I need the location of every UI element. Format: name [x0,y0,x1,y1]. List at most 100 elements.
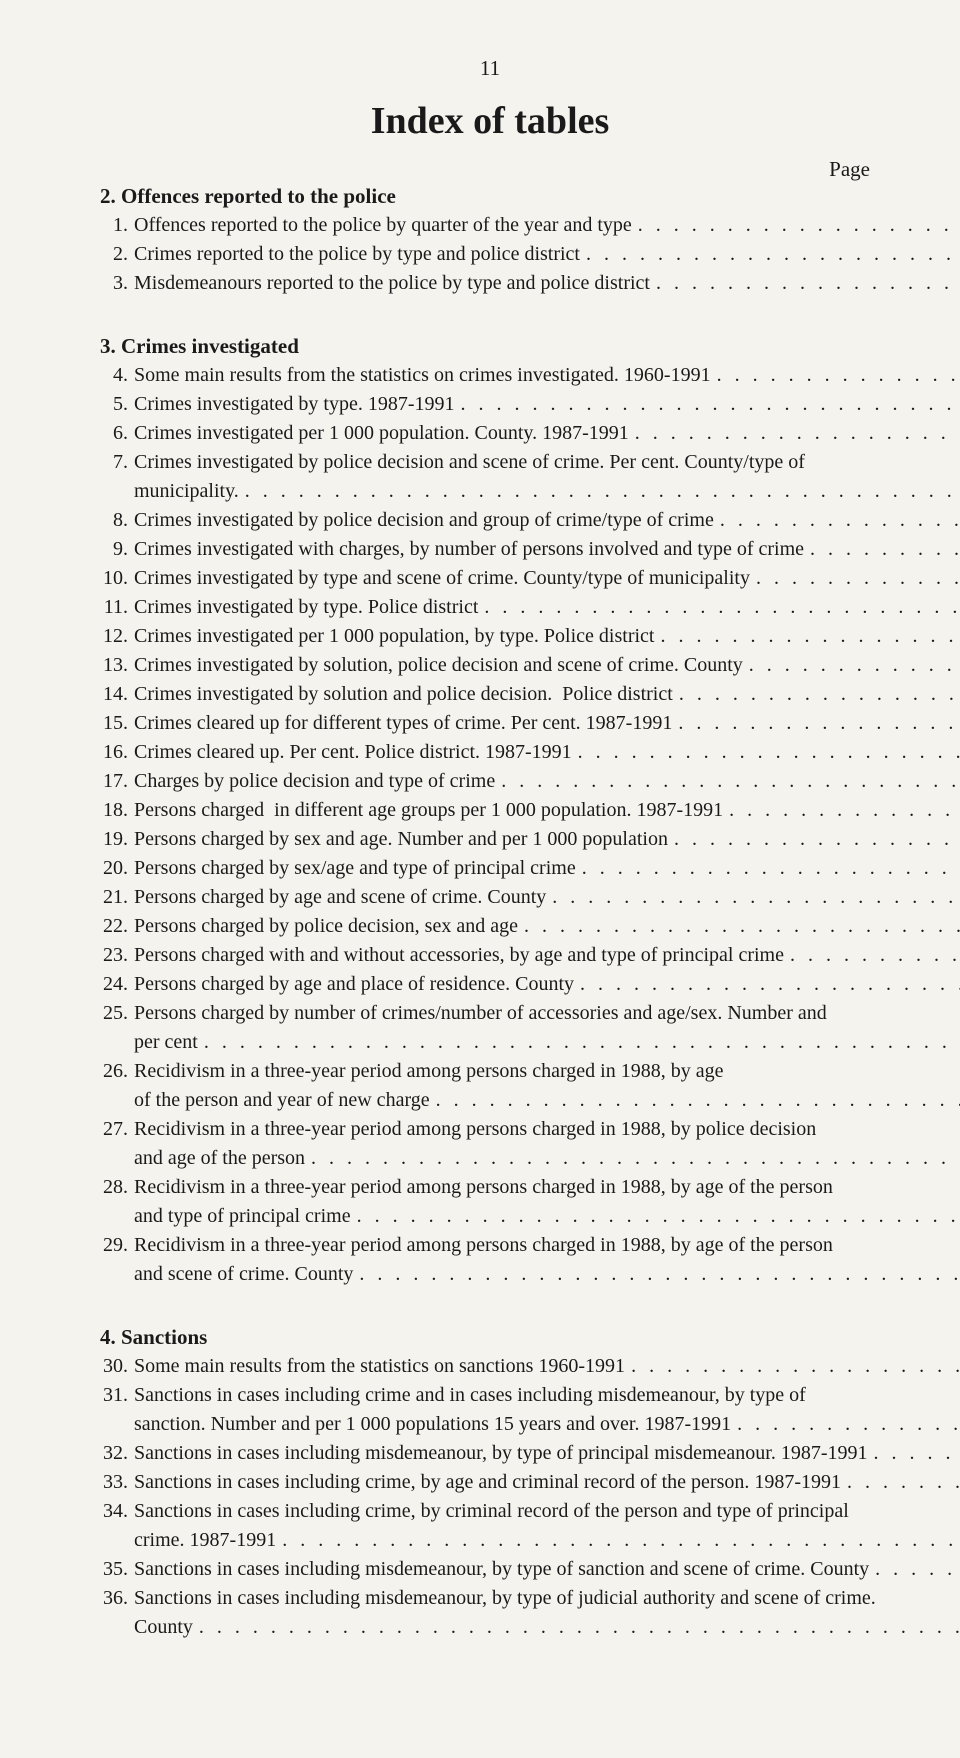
toc-entry: 26.Recidivism in a three-year period amo… [100,1057,880,1115]
dot-leaders: . . . . . . . . . . . . . . . . . . . . … [711,361,960,390]
toc-entry: 3.Misdemeanours reported to the police b… [100,269,880,298]
entry-body: Persons charged by age and scene of crim… [134,883,960,912]
entry-text: Crimes investigated per 1 000 population… [134,419,629,448]
dot-leaders: . . . . . . . . . . . . . . . . . . . . … [743,651,960,680]
entry-line: Crimes investigated by type and scene of… [134,564,960,593]
dot-leaders: . . . . . . . . . . . . . . . . . . . . … [650,269,960,298]
entry-text: crime. 1987-1991 [134,1526,276,1555]
entry-line: and age of the person. . . . . . . . . .… [134,1144,960,1173]
dot-leaders: . . . . . . . . . . . . . . . . . . . . … [841,1468,960,1497]
entry-line: Sanctions in cases including crime and i… [134,1381,960,1410]
entry-body: Persons charged by number of crimes/numb… [134,999,960,1057]
section-heading: 2. Offences reported to the police [100,184,880,209]
index-title: Index of tables [100,99,880,143]
entry-line: Persons charged with and without accesso… [134,941,960,970]
entry-number: 17. [100,767,134,796]
entry-body: Some main results from the statistics on… [134,361,960,390]
sections-container: 2. Offences reported to the police1.Offe… [100,184,880,1642]
dot-leaders: . . . . . . . . . . . . . . . . . . . . … [351,1202,960,1231]
entry-body: Offences reported to the police by quart… [134,211,960,240]
dot-leaders: . . . . . . . . . . . . . . . . . . . . … [654,622,960,651]
entry-line: Offences reported to the police by quart… [134,211,960,240]
section-heading: 3. Crimes investigated [100,334,880,359]
entry-number: 20. [100,854,134,883]
entry-text: Crimes reported to the police by type an… [134,240,580,269]
dot-leaders: . . . . . . . . . . . . . . . . . . . . … [353,1260,960,1289]
entry-body: Recidivism in a three-year period among … [134,1231,960,1289]
entry-line: Crimes investigated by type. Police dist… [134,593,960,622]
entry-body: Sanctions in cases including misdemeanou… [134,1439,960,1468]
entry-number: 14. [100,680,134,709]
entry-line: Crimes cleared up for different types of… [134,709,960,738]
section-heading: 4. Sanctions [100,1325,880,1350]
toc-entry: 22.Persons charged by police decision, s… [100,912,880,941]
entry-line: Crimes investigated per 1 000 population… [134,419,960,448]
dot-leaders: . . . . . . . . . . . . . . . . . . . . … [673,680,960,709]
toc-entry: 13.Crimes investigated by solution, poli… [100,651,880,680]
entry-number: 32. [100,1439,134,1468]
entry-number: 33. [100,1468,134,1497]
entry-text: Sanctions in cases including crime, by a… [134,1468,841,1497]
entry-text: Crimes investigated with charges, by num… [134,535,804,564]
entry-text: Sanctions in cases including crime and i… [134,1381,806,1410]
entry-number: 21. [100,883,134,912]
dot-leaders: . . . . . . . . . . . . . . . . . . . . … [430,1086,960,1115]
entry-number: 19. [100,825,134,854]
entry-text: and scene of crime. County [134,1260,353,1289]
toc-entry: 33.Sanctions in cases including crime, b… [100,1468,880,1497]
entry-text: Persons charged in different age groups … [134,796,723,825]
toc-entry: 25.Persons charged by number of crimes/n… [100,999,880,1057]
entry-number: 8. [100,506,134,535]
entry-line: municipality.. . . . . . . . . . . . . .… [134,477,960,506]
entry-body: Crimes investigated by type. 1987-1991. … [134,390,960,419]
entry-number: 35. [100,1555,134,1584]
entry-number: 12. [100,622,134,651]
entry-text: Crimes investigated by type and scene of… [134,564,750,593]
dot-leaders: . . . . . . . . . . . . . . . . . . . . … [672,709,960,738]
entry-text: Persons charged by number of crimes/numb… [134,999,827,1028]
entry-line: Persons charged by age and place of resi… [134,970,960,999]
entry-line: Crimes cleared up. Per cent. Police dist… [134,738,960,767]
dot-leaders: . . . . . . . . . . . . . . . . . . . . … [239,477,960,506]
toc-entry: 17.Charges by police decision and type o… [100,767,880,796]
dot-leaders: . . . . . . . . . . . . . . . . . . . . … [455,390,960,419]
entry-text: Crimes investigated by police decision a… [134,506,714,535]
dot-leaders: . . . . . . . . . . . . . . . . . . . . … [574,970,960,999]
dot-leaders: . . . . . . . . . . . . . . . . . . . . … [478,593,960,622]
entry-number: 10. [100,564,134,593]
dot-leaders: . . . . . . . . . . . . . . . . . . . . … [193,1613,960,1642]
toc-entry: 4.Some main results from the statistics … [100,361,880,390]
entry-line: Crimes investigated by type. 1987-1991. … [134,390,960,419]
entry-text: Sanctions in cases including misdemeanou… [134,1584,876,1613]
entry-text: Crimes investigated by type. 1987-1991 [134,390,455,419]
toc-entry: 2.Crimes reported to the police by type … [100,240,880,269]
entry-line: Persons charged by sex/age and type of p… [134,854,960,883]
entry-body: Crimes investigated by solution, police … [134,651,960,680]
entry-line: Sanctions in cases including misdemeanou… [134,1555,960,1584]
toc-entry: 35.Sanctions in cases including misdemea… [100,1555,880,1584]
entry-text: municipality. [134,477,239,506]
entry-body: Crimes investigated by police decision a… [134,506,960,535]
entry-text: and type of principal crime [134,1202,351,1231]
entry-text: Charges by police decision and type of c… [134,767,495,796]
toc-entry: 10.Crimes investigated by type and scene… [100,564,880,593]
entry-number: 36. [100,1584,134,1613]
entry-body: Charges by police decision and type of c… [134,767,960,796]
dot-leaders: . . . . . . . . . . . . . . . . . . . . … [632,211,960,240]
section-block: 3. Crimes investigated4.Some main result… [100,334,880,1289]
dot-leaders: . . . . . . . . . . . . . . . . . . . . … [305,1144,960,1173]
dot-leaders: . . . . . . . . . . . . . . . . . . . . … [198,1028,960,1057]
entry-text: Persons charged by age and scene of crim… [134,883,546,912]
entry-body: Crimes cleared up. Per cent. Police dist… [134,738,960,767]
toc-entry: 24.Persons charged by age and place of r… [100,970,880,999]
entry-line: Recidivism in a three-year period among … [134,1057,960,1086]
toc-entry: 16.Crimes cleared up. Per cent. Police d… [100,738,880,767]
entry-body: Recidivism in a three-year period among … [134,1057,960,1115]
toc-entry: 19.Persons charged by sex and age. Numbe… [100,825,880,854]
toc-entry: 7.Crimes investigated by police decision… [100,448,880,506]
entry-number: 24. [100,970,134,999]
entry-line: Misdemeanours reported to the police by … [134,269,960,298]
dot-leaders: . . . . . . . . . . . . . . . . . . . . … [629,419,960,448]
toc-entry: 34.Sanctions in cases including crime, b… [100,1497,880,1555]
entry-body: Persons charged by police decision, sex … [134,912,960,941]
